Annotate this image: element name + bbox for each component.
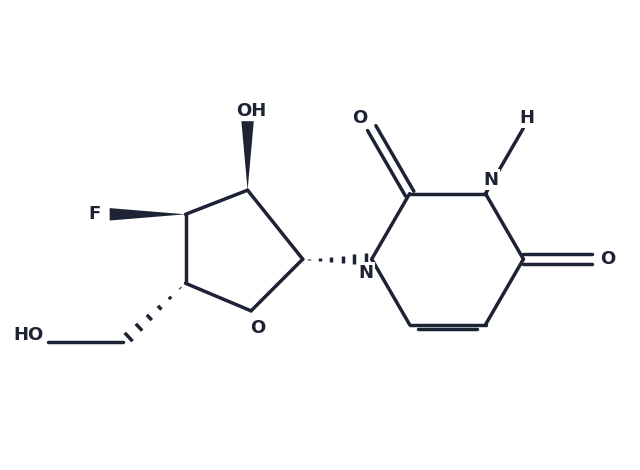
Text: O: O: [352, 109, 367, 127]
Text: HO: HO: [13, 326, 44, 344]
Text: H: H: [520, 109, 534, 127]
Polygon shape: [109, 208, 186, 220]
Text: F: F: [88, 205, 100, 223]
Text: N: N: [484, 171, 499, 189]
Text: O: O: [250, 319, 266, 337]
Text: N: N: [358, 264, 374, 282]
Polygon shape: [241, 121, 254, 190]
Text: OH: OH: [236, 102, 266, 120]
Text: O: O: [600, 250, 615, 268]
